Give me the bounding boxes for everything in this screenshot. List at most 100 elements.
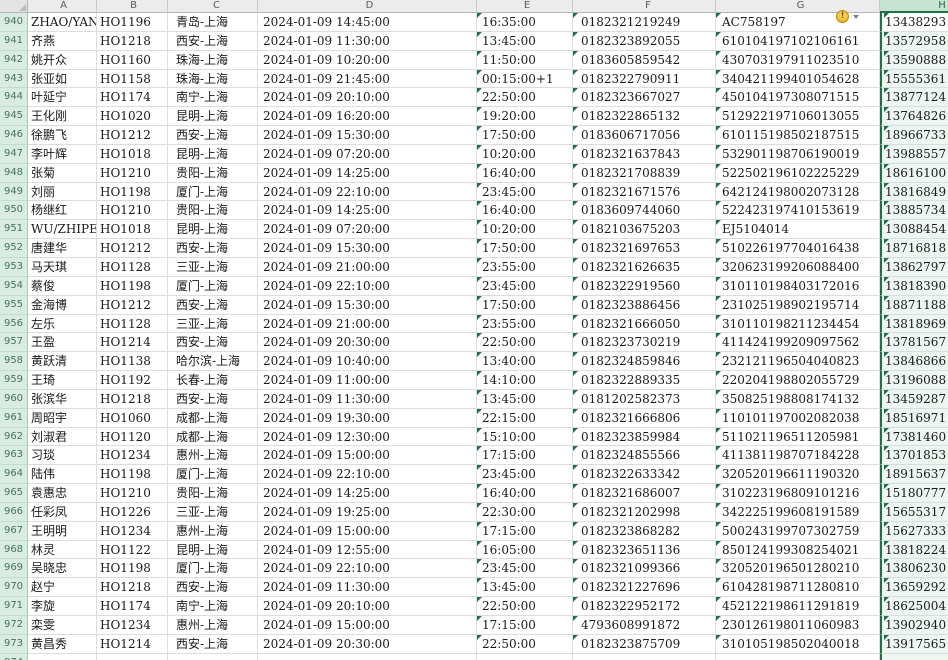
cell-B943[interactable]: HO1158 [97,69,168,89]
row-header-941[interactable]: 941 [0,31,28,51]
select-all-corner[interactable] [0,0,28,13]
cell-E940[interactable]: 16:35:00 [477,13,573,32]
cell-H969[interactable]: 13806230 [880,559,948,579]
cell-E968[interactable]: 16:05:00 [477,540,573,560]
cell-G972[interactable]: 230126198011060983 [716,616,880,635]
cell-D963[interactable]: 2024-01-09 15:00:00 [258,446,477,466]
cell-H968[interactable]: 13818224 [880,540,948,560]
cell-C951[interactable]: 昆明-上海 [168,220,258,240]
cell-A945[interactable]: 王化刚 [28,107,97,127]
cell-B970[interactable]: HO1218 [97,578,168,598]
cell-E955[interactable]: 17:50:00 [477,295,573,315]
cell-B962[interactable]: HO1120 [97,427,168,447]
cell-G955[interactable]: 231025198902195714 [716,295,880,315]
cell-H947[interactable]: 13988557 [880,144,948,164]
cell-E953[interactable]: 23:55:00 [477,257,573,277]
cell-B958[interactable]: HO1138 [97,352,168,372]
cell-H953[interactable]: 13862797 [880,257,948,277]
cell-B953[interactable]: HO1128 [97,257,168,277]
cell-D944[interactable]: 2024-01-09 20:10:00 [258,88,477,108]
row-header-951[interactable]: 951 [0,220,28,240]
cell-H952[interactable]: 18716818 [880,239,948,258]
cell-E960[interactable]: 13:45:00 [477,389,573,409]
cell-H943[interactable]: 15555361 [880,69,948,89]
cell-F947[interactable]: 0182321637843 [573,144,716,164]
cell-C960[interactable]: 西安-上海 [168,389,258,409]
row-header-940[interactable]: 940 [0,13,28,32]
row-header-966[interactable]: 966 [0,502,28,522]
cell-A949[interactable]: 刘丽 [28,182,97,202]
cell-F953[interactable]: 0182321626635 [573,257,716,277]
cell-F964[interactable]: 0182322633342 [573,465,716,485]
cell-E972[interactable]: 17:15:00 [477,616,573,635]
cell-F946[interactable]: 0183606717056 [573,126,716,145]
cell-C965[interactable]: 贵阳-上海 [168,484,258,503]
cell-B947[interactable]: HO1018 [97,144,168,164]
cell-G959[interactable]: 220204198802055729 [716,371,880,390]
cell-G973[interactable]: 310105198502040018 [716,634,880,654]
cell-H949[interactable]: 13816849 [880,182,948,202]
cell-D951[interactable]: 2024-01-09 07:20:00 [258,220,477,240]
row-header-943[interactable]: 943 [0,69,28,89]
cell-E969[interactable]: 23:45:00 [477,559,573,579]
cell-D958[interactable]: 2024-01-09 10:40:00 [258,352,477,372]
cell-H973[interactable]: 13917565 [880,634,948,654]
cell-C950[interactable]: 贵阳-上海 [168,201,258,221]
cell-C949[interactable]: 厦门-上海 [168,182,258,202]
cell-D964[interactable]: 2024-01-09 22:10:00 [258,465,477,485]
cell-H945[interactable]: 13764826 [880,107,948,127]
cell-E946[interactable]: 17:50:00 [477,126,573,145]
cell-B963[interactable]: HO1234 [97,446,168,466]
cell-A968[interactable]: 林灵 [28,540,97,560]
cell-H946[interactable]: 18966733 [880,126,948,145]
cell-D959[interactable]: 2024-01-09 11:00:00 [258,371,477,390]
cell-H964[interactable]: 18915637 [880,465,948,485]
cell-G974[interactable] [716,653,880,660]
cell-C946[interactable]: 西安-上海 [168,126,258,145]
cell-B957[interactable]: HO1214 [97,333,168,353]
cell-F965[interactable]: 0182321686007 [573,484,716,503]
cell-A944[interactable]: 叶延宁 [28,88,97,108]
cell-B959[interactable]: HO1192 [97,371,168,390]
cell-F959[interactable]: 0182322889335 [573,371,716,390]
cell-G954[interactable]: 310110198403172016 [716,276,880,296]
cell-D956[interactable]: 2024-01-09 21:00:00 [258,314,477,334]
cell-C942[interactable]: 珠海-上海 [168,50,258,70]
cell-C961[interactable]: 成都-上海 [168,408,258,428]
cell-G965[interactable]: 310223196809101216 [716,484,880,503]
cell-A956[interactable]: 左乐 [28,314,97,334]
cell-B951[interactable]: HO1018 [97,220,168,240]
cell-H944[interactable]: 13877124 [880,88,948,108]
column-header-B[interactable]: B [97,0,168,13]
row-header-955[interactable]: 955 [0,295,28,315]
cell-D945[interactable]: 2024-01-09 16:20:00 [258,107,477,127]
error-checking-button[interactable]: ! [836,10,849,23]
cell-D941[interactable]: 2024-01-09 11:30:00 [258,31,477,51]
cell-C947[interactable]: 昆明-上海 [168,144,258,164]
cell-C955[interactable]: 西安-上海 [168,295,258,315]
cell-H957[interactable]: 13781567 [880,333,948,353]
cell-E948[interactable]: 16:40:00 [477,163,573,183]
cell-H955[interactable]: 18871188 [880,295,948,315]
cell-C952[interactable]: 西安-上海 [168,239,258,258]
cell-E949[interactable]: 23:45:00 [477,182,573,202]
row-header-948[interactable]: 948 [0,163,28,183]
cell-D966[interactable]: 2024-01-09 19:25:00 [258,502,477,522]
row-header-972[interactable]: 972 [0,616,28,635]
cell-E945[interactable]: 19:20:00 [477,107,573,127]
cell-F963[interactable]: 0182324855566 [573,446,716,466]
cell-C957[interactable]: 西安-上海 [168,333,258,353]
cell-F952[interactable]: 0182321697653 [573,239,716,258]
cell-A964[interactable]: 陆伟 [28,465,97,485]
row-header-946[interactable]: 946 [0,126,28,145]
cell-F967[interactable]: 0182323868282 [573,521,716,541]
cell-G952[interactable]: 510226197704016438 [716,239,880,258]
cell-E954[interactable]: 23:45:00 [477,276,573,296]
cell-B973[interactable]: HO1214 [97,634,168,654]
cell-C970[interactable]: 西安-上海 [168,578,258,598]
cell-D943[interactable]: 2024-01-09 21:45:00 [258,69,477,89]
column-header-D[interactable]: D [258,0,477,13]
row-header-973[interactable]: 973 [0,634,28,654]
cell-A954[interactable]: 蔡俊 [28,276,97,296]
cell-G951[interactable]: EJ5104014 [716,220,880,240]
